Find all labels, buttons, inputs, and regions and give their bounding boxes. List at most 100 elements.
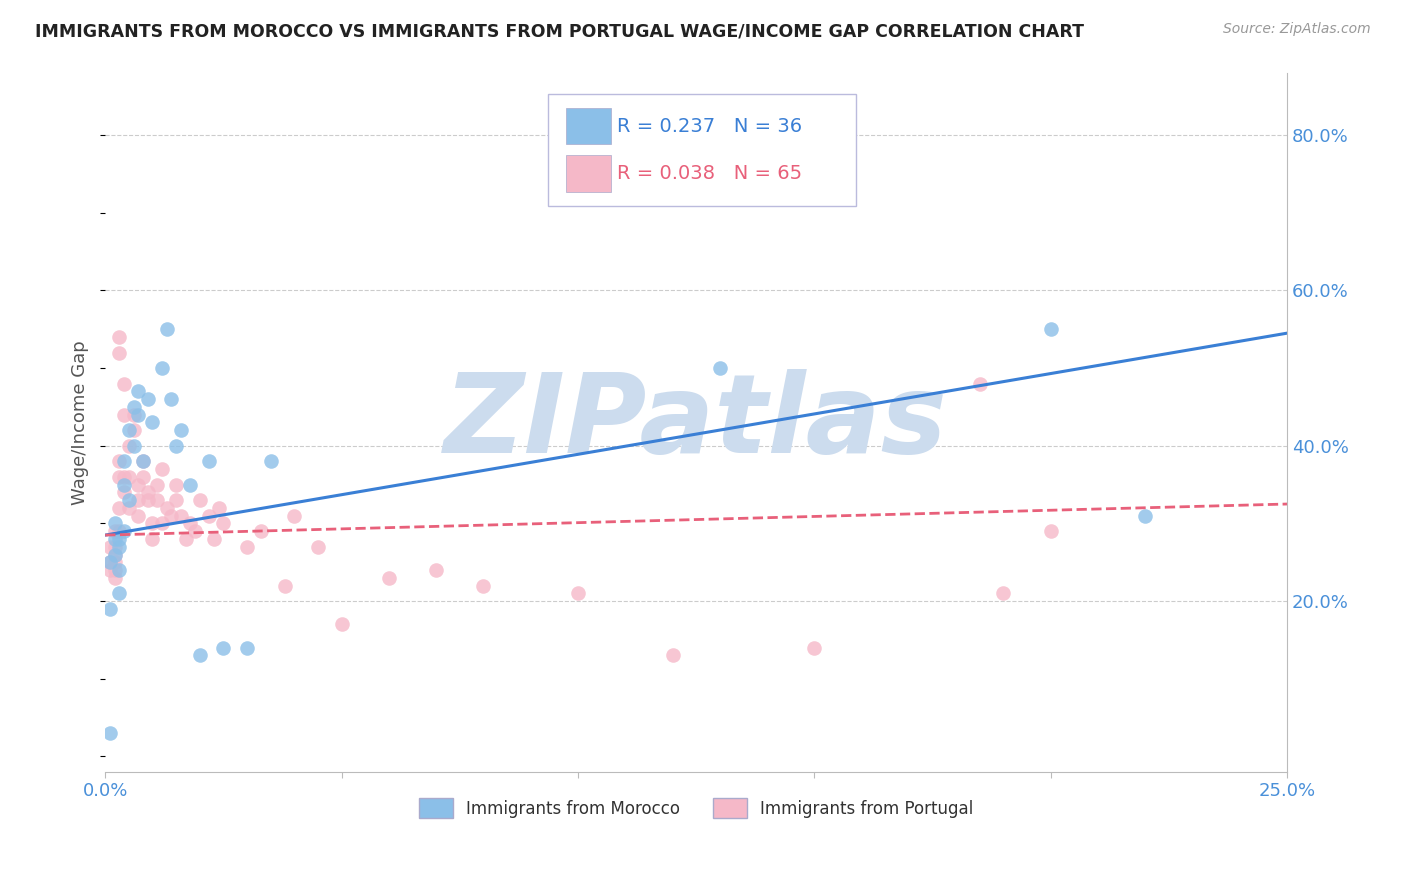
FancyBboxPatch shape xyxy=(567,108,612,145)
Point xyxy=(709,361,731,376)
Point xyxy=(108,532,131,546)
Point xyxy=(174,532,197,546)
Point xyxy=(150,361,173,376)
Point xyxy=(122,408,145,422)
Point xyxy=(165,439,187,453)
Point xyxy=(112,408,135,422)
Point xyxy=(330,617,353,632)
Y-axis label: Wage/Income Gap: Wage/Income Gap xyxy=(72,340,89,505)
Point xyxy=(127,508,149,523)
Point xyxy=(202,532,225,546)
Point xyxy=(122,400,145,414)
Point xyxy=(170,423,193,437)
Point xyxy=(104,548,127,562)
Point xyxy=(208,500,231,515)
Point xyxy=(136,392,159,407)
Point xyxy=(118,423,141,437)
Point xyxy=(260,454,283,468)
Point xyxy=(104,555,127,569)
Point xyxy=(146,477,169,491)
Point xyxy=(108,500,131,515)
Point xyxy=(1039,322,1062,336)
Point xyxy=(661,648,683,663)
Point xyxy=(127,408,149,422)
Point xyxy=(156,500,179,515)
Point xyxy=(188,648,211,663)
Point xyxy=(108,345,131,359)
Point xyxy=(98,555,121,569)
Text: ZIPatlas: ZIPatlas xyxy=(444,369,948,476)
Point xyxy=(127,384,149,399)
Point xyxy=(803,640,825,655)
Point xyxy=(98,602,121,616)
Point xyxy=(104,524,127,539)
Point xyxy=(1135,508,1157,523)
Text: R = 0.038   N = 65: R = 0.038 N = 65 xyxy=(617,164,801,183)
Point xyxy=(378,571,401,585)
Point xyxy=(112,485,135,500)
Point xyxy=(118,500,141,515)
Point xyxy=(160,508,183,523)
Point xyxy=(104,532,127,546)
Point xyxy=(104,516,127,531)
FancyBboxPatch shape xyxy=(548,94,856,206)
Point xyxy=(118,493,141,508)
Point xyxy=(132,454,155,468)
Text: IMMIGRANTS FROM MOROCCO VS IMMIGRANTS FROM PORTUGAL WAGE/INCOME GAP CORRELATION : IMMIGRANTS FROM MOROCCO VS IMMIGRANTS FR… xyxy=(35,22,1084,40)
Point xyxy=(146,493,169,508)
Point xyxy=(127,493,149,508)
Point xyxy=(472,578,495,592)
Point xyxy=(188,493,211,508)
Point xyxy=(236,640,259,655)
Point xyxy=(108,330,131,344)
Point xyxy=(150,462,173,476)
Point xyxy=(567,586,589,600)
Point xyxy=(141,532,163,546)
FancyBboxPatch shape xyxy=(567,155,612,192)
Point xyxy=(1039,524,1062,539)
Point xyxy=(98,726,121,740)
Point xyxy=(136,485,159,500)
Point xyxy=(274,578,297,592)
Point xyxy=(425,563,447,577)
Point xyxy=(118,470,141,484)
Point xyxy=(150,516,173,531)
Point xyxy=(141,516,163,531)
Point xyxy=(198,454,221,468)
Point xyxy=(250,524,273,539)
Point xyxy=(969,376,991,391)
Point xyxy=(198,508,221,523)
Point xyxy=(283,508,305,523)
Point xyxy=(179,477,201,491)
Point xyxy=(141,416,163,430)
Point xyxy=(98,555,121,569)
Point xyxy=(98,540,121,554)
Point xyxy=(112,376,135,391)
Point xyxy=(108,454,131,468)
Point xyxy=(118,439,141,453)
Point xyxy=(212,640,235,655)
Point xyxy=(165,477,187,491)
Point xyxy=(122,423,145,437)
Point xyxy=(104,563,127,577)
Point xyxy=(122,439,145,453)
Legend: Immigrants from Morocco, Immigrants from Portugal: Immigrants from Morocco, Immigrants from… xyxy=(412,792,980,824)
Point xyxy=(112,470,135,484)
Point xyxy=(98,563,121,577)
Point xyxy=(165,493,187,508)
Point xyxy=(132,454,155,468)
Point xyxy=(132,470,155,484)
Point xyxy=(156,322,179,336)
Point xyxy=(179,516,201,531)
Point xyxy=(136,493,159,508)
Point xyxy=(127,477,149,491)
Point xyxy=(307,540,329,554)
Point xyxy=(212,516,235,531)
Point xyxy=(108,524,131,539)
Point xyxy=(108,586,131,600)
Point xyxy=(184,524,207,539)
Point xyxy=(236,540,259,554)
Point xyxy=(104,548,127,562)
Point xyxy=(108,563,131,577)
Point xyxy=(108,470,131,484)
